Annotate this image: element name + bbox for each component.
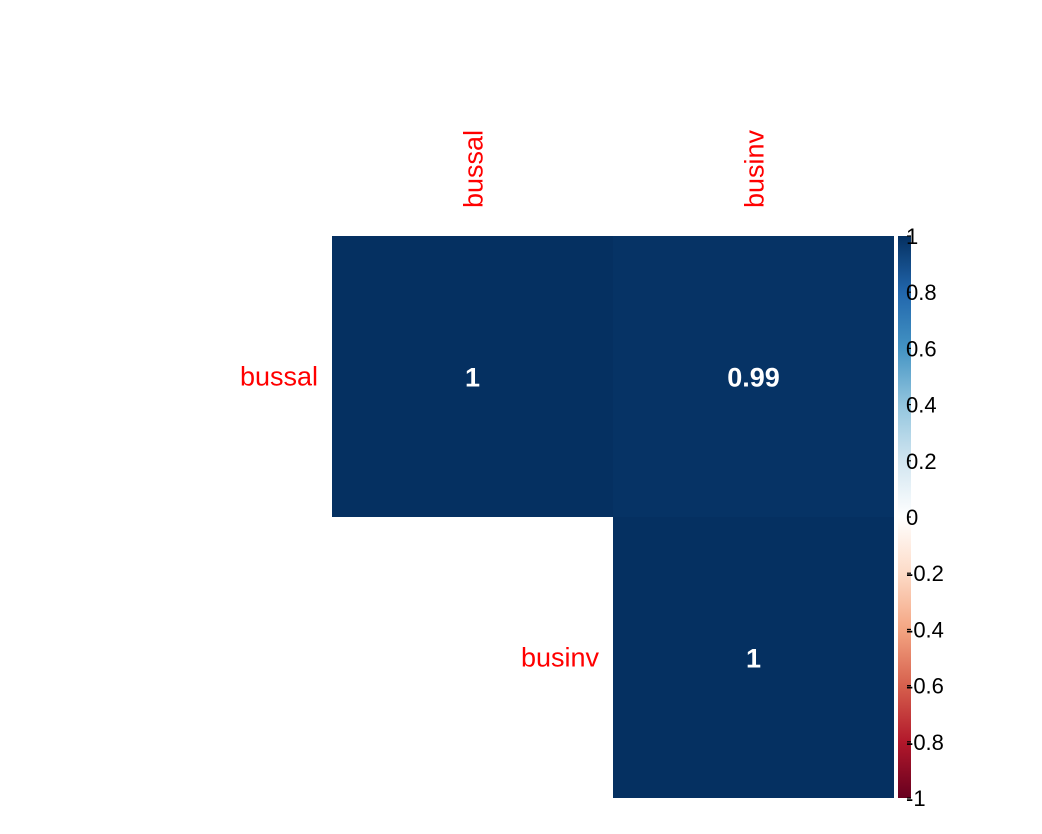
colorbar-tick-label: 0.2 <box>906 449 937 474</box>
row-label-bussal: bussal <box>240 362 318 392</box>
colorbar-tick-label: -0.6 <box>906 674 944 699</box>
heatmap-cell-bussal-businv <box>613 236 894 517</box>
colorbar-bar <box>898 236 911 798</box>
column-label-bussal: bussal <box>459 130 489 208</box>
heatmap-cell-bussal-bussal <box>332 236 613 517</box>
colorbar-tick-label: -0.4 <box>906 617 944 642</box>
colorbar-tick-label: 0.6 <box>906 336 937 361</box>
colorbar-tick-label: 0 <box>906 505 918 530</box>
row-label-businv: businv <box>521 643 600 673</box>
colorbar: 1 0.8 0.6 0.4 0.2 0 -0.2 -0.4 -0.6 -0.8 -1 <box>898 224 944 811</box>
colorbar-tick-label: -1 <box>906 786 926 811</box>
colorbar-tick-label: -0.8 <box>906 730 944 755</box>
column-labels: bussal businv <box>459 129 770 208</box>
heatmap-cells: 1 0.99 1 <box>332 236 894 798</box>
column-label-businv: businv <box>740 129 770 208</box>
heatmap-cell-businv-businv <box>613 517 894 798</box>
colorbar-tick-label: 0.4 <box>906 393 937 418</box>
colorbar-tick-label: 1 <box>906 224 918 249</box>
row-labels: bussal businv <box>240 362 600 673</box>
cell-value-label: 1 <box>746 644 761 674</box>
colorbar-tick-label: -0.2 <box>906 561 944 586</box>
cell-value-label: 0.99 <box>727 363 780 393</box>
colorbar-tick-label: 0.8 <box>906 280 937 305</box>
cell-value-label: 1 <box>465 363 480 393</box>
